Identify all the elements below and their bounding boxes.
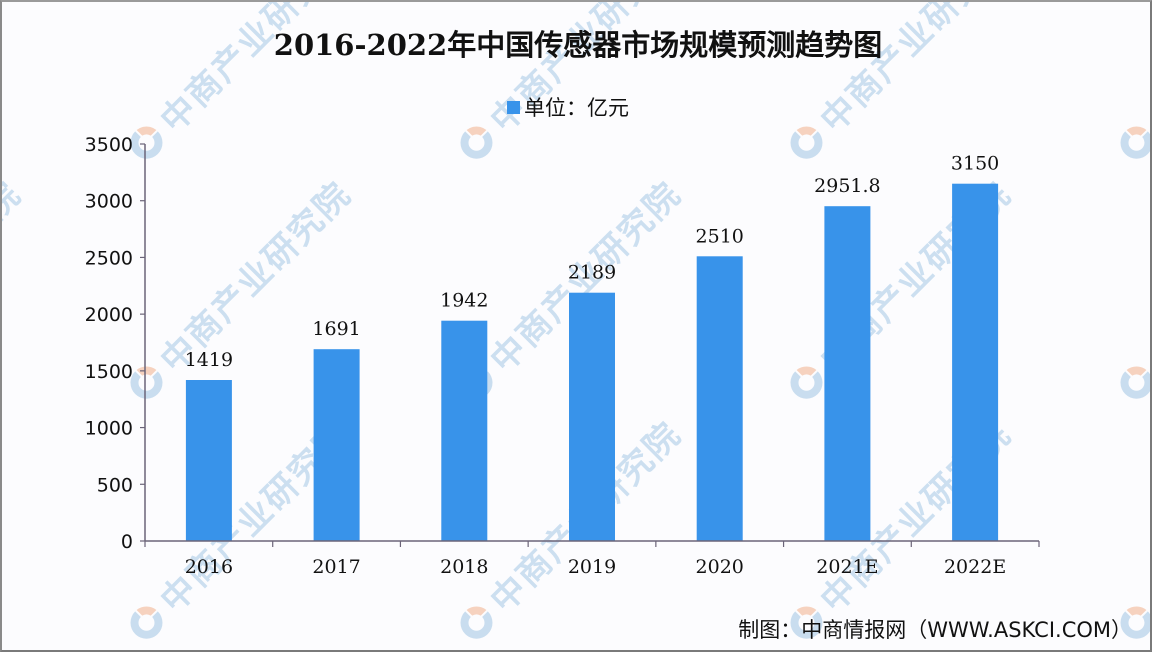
bar-2021E <box>824 206 871 541</box>
y-tick-label: 1500 <box>85 361 133 383</box>
y-tick-label: 3500 <box>85 134 133 156</box>
data-label: 1942 <box>440 290 488 312</box>
legend: 单位：亿元 <box>507 92 629 122</box>
x-tick-label: 2018 <box>440 556 488 578</box>
x-tick-label: 2017 <box>312 556 360 578</box>
y-tick-label: 500 <box>97 474 133 496</box>
bar-2016 <box>185 380 232 541</box>
chart-title: 2016-2022年中国传感器市场规模预测趋势图 <box>273 28 883 62</box>
bar-2018 <box>441 320 488 541</box>
legend-swatch <box>507 100 520 114</box>
y-tick-label: 1000 <box>85 418 133 440</box>
data-label: 3150 <box>951 153 999 175</box>
data-label: 2951.8 <box>814 175 880 197</box>
data-label: 2510 <box>696 225 744 247</box>
data-label: 1691 <box>312 318 360 340</box>
x-tick-label: 2020 <box>696 556 744 578</box>
x-tick-label: 2019 <box>568 556 616 578</box>
legend-label: 单位：亿元 <box>524 96 629 120</box>
y-tick-label: 2500 <box>85 247 133 269</box>
x-tick-label: 2021E <box>816 556 878 578</box>
data-label: 2189 <box>568 262 616 284</box>
x-tick-label: 2016 <box>185 556 233 578</box>
bar-2020 <box>696 256 743 541</box>
bar-2019 <box>569 292 615 541</box>
y-tick-label: 2000 <box>85 304 133 326</box>
source-credit: 制图：中商情报网（WWW.ASKCI.COM） <box>738 618 1132 642</box>
bar-2017 <box>313 349 360 541</box>
bar-2022E <box>952 183 999 541</box>
y-tick-label: 3000 <box>85 191 133 213</box>
bars: 1419 1691 1942 2189 2510 2951.8 3150 <box>185 153 999 541</box>
y-tick-label: 0 <box>121 531 133 553</box>
data-label: 1419 <box>185 349 233 371</box>
x-tick-label: 2022E <box>944 556 1006 578</box>
